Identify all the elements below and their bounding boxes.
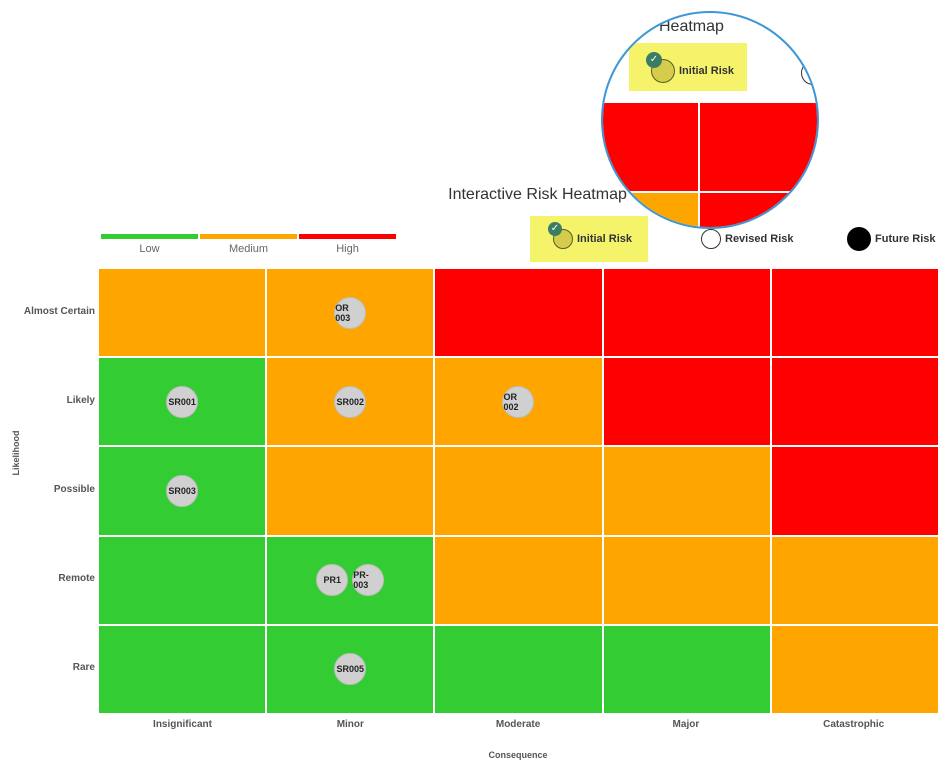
risk-bubble[interactable]: PR-003: [352, 564, 385, 597]
heatmap-cell[interactable]: PR1 PR-003: [267, 536, 434, 624]
heatmap-cell[interactable]: [435, 625, 602, 713]
legend-revised-risk-label: Revised Risk: [725, 233, 794, 245]
severity-label: High: [336, 243, 359, 255]
heatmap-cell[interactable]: [771, 269, 938, 357]
risk-bubble[interactable]: OR 003: [334, 296, 367, 329]
magnified-cell: [700, 193, 817, 227]
magnified-initial-risk-marker-icon: ✓: [646, 52, 675, 83]
severity-legend-low: Low: [101, 234, 198, 255]
heatmap-cell[interactable]: [267, 447, 434, 535]
severity-bar: [299, 234, 396, 239]
risk-bubble[interactable]: OR 002: [502, 385, 535, 418]
heatmap-cell[interactable]: [603, 269, 770, 357]
heatmap-cell[interactable]: [603, 447, 770, 535]
magnified-legend-label: Initial Risk: [679, 65, 735, 77]
legend-revised-risk[interactable]: Revised Risk: [701, 229, 793, 249]
y-axis-title: Likelihood: [11, 430, 21, 476]
heatmap-grid: OR 003 SR001 SR002 OR 002 SR003 PR1 PR-003 SR00…: [99, 269, 938, 713]
x-tick-label: Catastrophic: [823, 719, 885, 730]
heatmap-cell[interactable]: [99, 625, 266, 713]
legend-future-risk[interactable]: Future Risk: [847, 227, 936, 251]
heatmap-cell[interactable]: SR003: [99, 447, 266, 535]
risk-bubble[interactable]: SR005: [334, 653, 367, 686]
heatmap-cell[interactable]: [99, 269, 266, 357]
heatmap-cell[interactable]: [771, 358, 938, 446]
severity-label: Low: [139, 243, 160, 255]
magnifier-lens: Heatmap ✓ Initial Risk: [601, 11, 819, 229]
x-tick-label: Minor: [336, 719, 364, 730]
heatmap-cell[interactable]: [603, 358, 770, 446]
x-tick-label: Moderate: [495, 719, 541, 730]
y-tick-label: Possible: [53, 484, 95, 495]
heatmap-cell[interactable]: [771, 536, 938, 624]
y-tick-label: Rare: [72, 661, 95, 673]
legend-future-risk-label: Future Risk: [875, 233, 936, 245]
revised-risk-marker-icon: [701, 229, 721, 249]
initial-risk-marker-icon: ✓: [548, 222, 573, 249]
heatmap-cell[interactable]: [435, 269, 602, 357]
x-axis-title: Consequence: [488, 750, 548, 760]
heatmap-cell[interactable]: [435, 447, 602, 535]
heatmap-cell[interactable]: [771, 625, 938, 713]
severity-bar: [200, 234, 297, 239]
severity-legend-high: High: [299, 234, 396, 255]
magnified-initial-risk-highlight: [629, 43, 747, 91]
y-tick-label: Likely: [66, 395, 95, 407]
heatmap-cell[interactable]: SR002: [267, 358, 434, 446]
magnified-check-icon: ✓: [646, 52, 662, 68]
heatmap-cell[interactable]: [603, 625, 770, 713]
magnified-cell: [603, 193, 698, 227]
heatmap-cell[interactable]: [435, 536, 602, 624]
y-tick-label: Almost Certain: [23, 306, 95, 318]
legend-initial-risk[interactable]: ✓ Initial Risk: [548, 222, 633, 249]
magnified-title: Heatmap: [659, 18, 724, 35]
future-risk-marker-icon: [847, 227, 871, 251]
heatmap-cell[interactable]: OR 002: [435, 358, 602, 446]
magnified-cell: [700, 103, 817, 191]
heatmap-cell[interactable]: SR005: [267, 625, 434, 713]
heatmap-cell[interactable]: [603, 536, 770, 624]
heatmap-cell[interactable]: OR 003: [267, 269, 434, 357]
magnified-legend-initial-risk: ✓ Initial Risk: [646, 52, 735, 83]
risk-bubble[interactable]: SR001: [166, 385, 199, 418]
chart-title: Interactive Risk Heatmap: [448, 186, 627, 203]
severity-label: Medium: [228, 243, 269, 255]
magnified-cell: [603, 103, 698, 191]
risk-bubble[interactable]: SR002: [334, 385, 367, 418]
check-icon: ✓: [548, 222, 562, 236]
magnified-revised-risk-marker-icon: [801, 61, 817, 85]
heatmap-cell[interactable]: SR001: [99, 358, 266, 446]
x-tick-label: Insignificant: [153, 719, 212, 730]
legend-initial-risk-label: Initial Risk: [577, 233, 633, 245]
severity-bar: [101, 234, 198, 239]
severity-legend-medium: Medium: [200, 234, 297, 255]
risk-bubble[interactable]: PR1: [316, 564, 349, 597]
x-tick-label: Major: [672, 719, 700, 730]
heatmap-cell[interactable]: [99, 536, 266, 624]
heatmap-cell[interactable]: [771, 447, 938, 535]
y-tick-label: Remote: [58, 572, 95, 584]
risk-bubble[interactable]: SR003: [166, 474, 199, 507]
